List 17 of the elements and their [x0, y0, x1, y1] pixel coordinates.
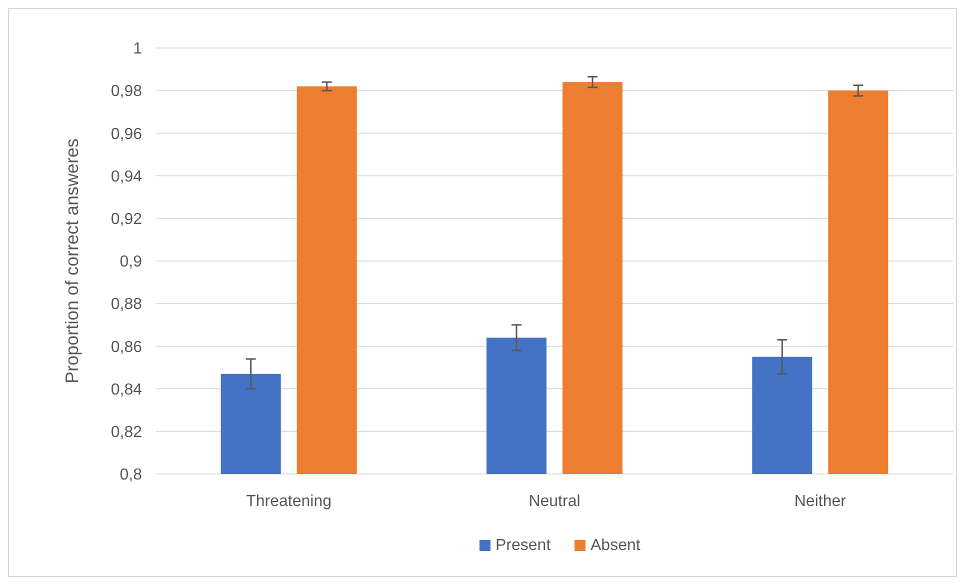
x-tick-label: Neither: [794, 493, 847, 510]
y-tick-label: 0,94: [110, 168, 142, 186]
y-tick-label: 0,98: [110, 83, 142, 100]
y-tick-label: 0,86: [110, 338, 142, 356]
x-tick-label: Neutral: [528, 493, 580, 510]
x-tick-label: Threatening: [246, 493, 332, 510]
y-tick-label: 0,82: [110, 424, 142, 441]
legend-label: Absent: [590, 537, 641, 554]
y-axis-title: Proportion of correct answeres: [62, 138, 82, 384]
y-tick-label: 0,9: [120, 254, 142, 271]
y-tick-label: 1: [133, 40, 142, 58]
y-tick-label: 0,96: [110, 126, 142, 143]
y-tick-label: 0,8: [120, 466, 142, 484]
y-tick-label: 0,92: [110, 211, 142, 228]
y-tick-label: 0,88: [110, 296, 142, 314]
legend-label: Present: [496, 537, 552, 554]
y-tick-label: 0,84: [110, 381, 142, 398]
